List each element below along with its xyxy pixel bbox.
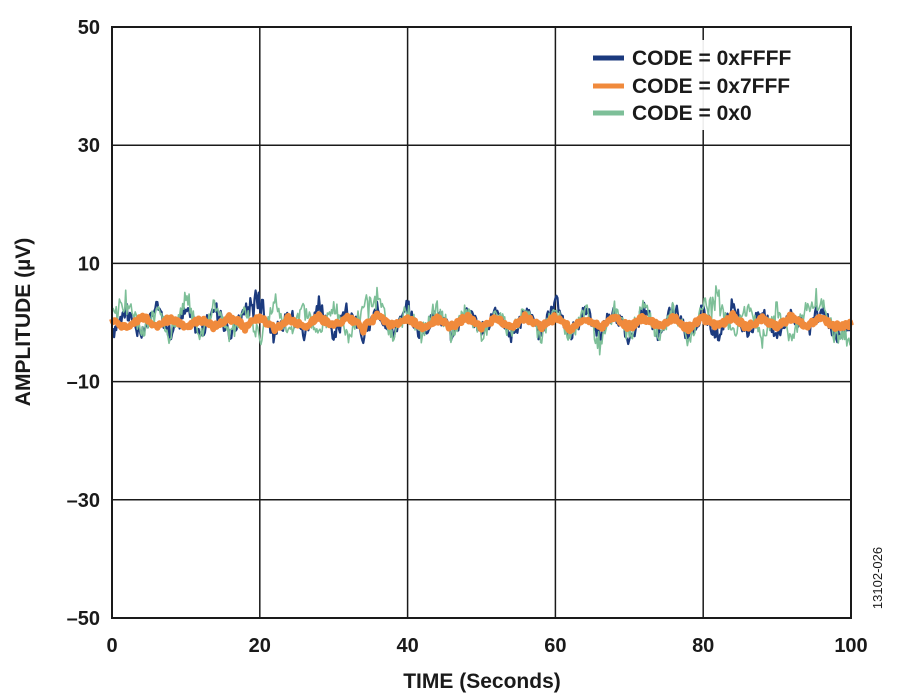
y-tick-label: 50 xyxy=(78,17,100,39)
legend: CODE = 0xFFFF CODE = 0x7FFF CODE = 0x0 xyxy=(582,40,832,130)
y-tick-label: 30 xyxy=(78,135,100,157)
y-tick-label: 10 xyxy=(78,253,100,275)
y-tick-label: –50 xyxy=(67,608,100,630)
y-tick-label: –10 xyxy=(67,372,100,394)
x-axis-title: TIME (Seconds) xyxy=(403,670,561,693)
x-tick-label: 0 xyxy=(106,635,117,657)
legend-label-0xffff: CODE = 0xFFFF xyxy=(632,47,791,70)
x-tick-label: 20 xyxy=(249,635,271,657)
x-tick-label: 60 xyxy=(544,635,566,657)
figure-id: 13102-026 xyxy=(870,547,885,609)
y-axis-title: AMPLITUDE (µV) xyxy=(12,238,35,406)
legend-label-0x0: CODE = 0x0 xyxy=(632,102,752,125)
plot-area xyxy=(109,285,854,356)
y-tick-label: –30 xyxy=(67,490,100,512)
tick-labels: 0 20 40 60 80 100 50 30 10 –10 –30 –50 xyxy=(67,17,868,657)
series-line-code-0x7fff xyxy=(109,310,854,336)
x-tick-label: 40 xyxy=(396,635,418,657)
legend-label-0x7fff: CODE = 0x7FFF xyxy=(632,75,790,98)
x-tick-label: 80 xyxy=(692,635,714,657)
plot-frame xyxy=(111,26,852,619)
x-tick-label: 100 xyxy=(834,635,867,657)
